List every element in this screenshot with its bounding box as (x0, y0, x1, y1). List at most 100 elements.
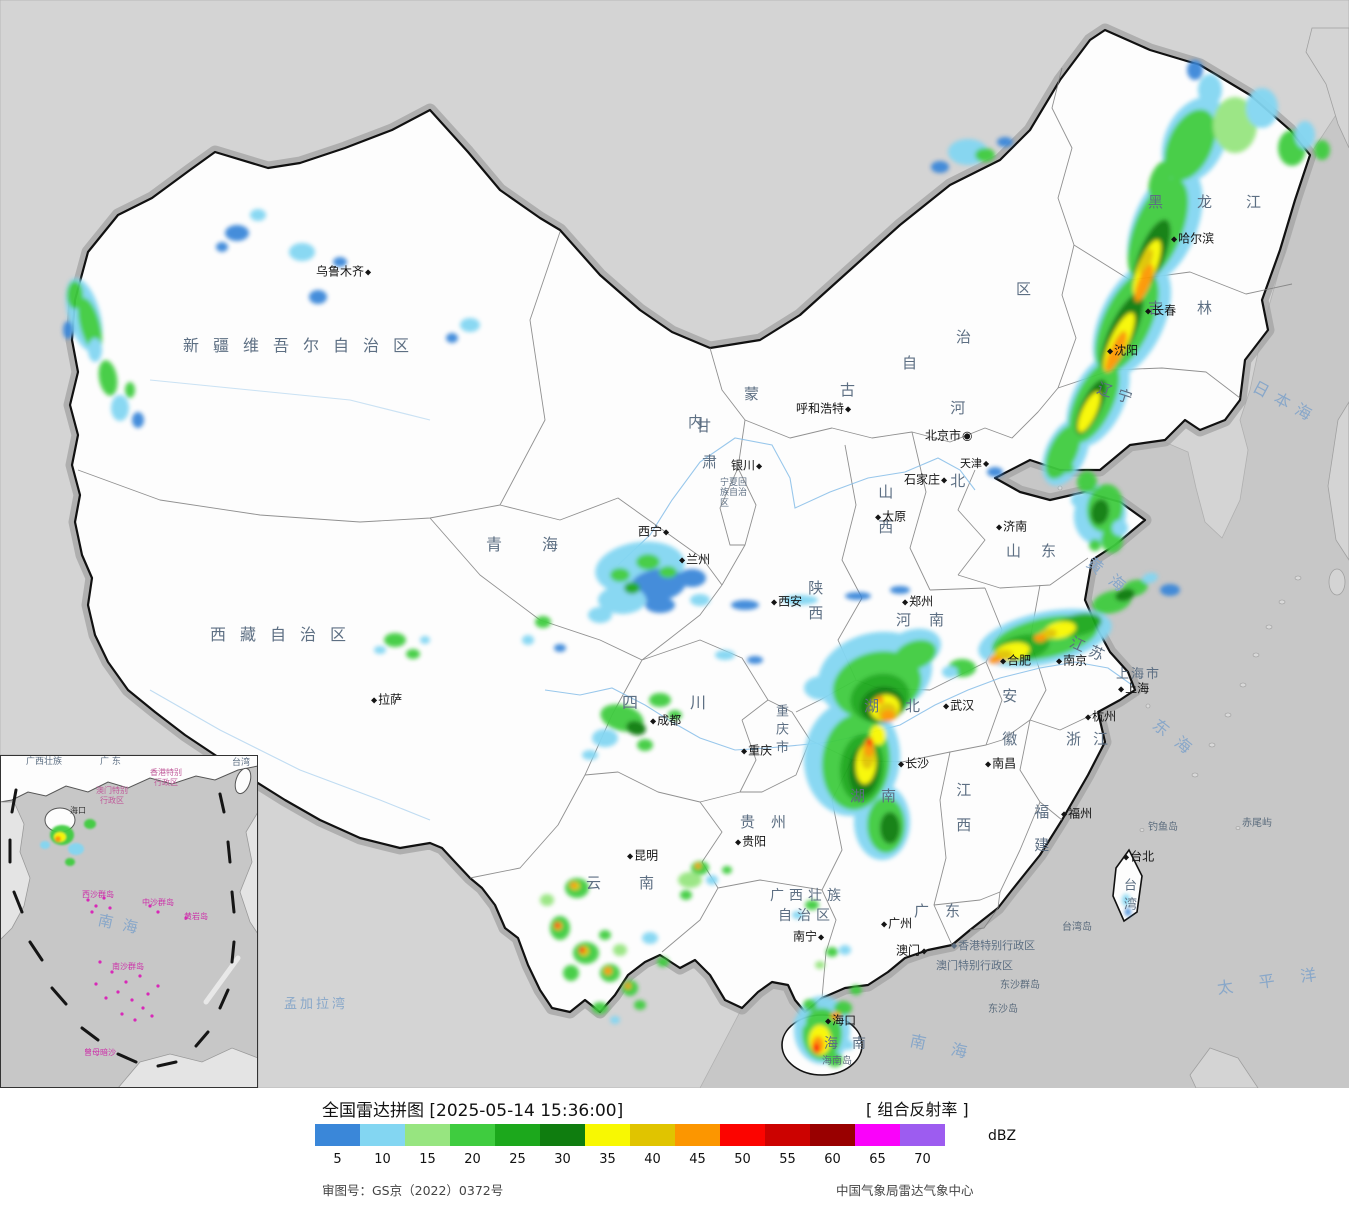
license-number: 审图号：GS京（2022）0372号 (322, 1183, 504, 1198)
radar-cell (522, 635, 534, 645)
radar-cell (893, 639, 937, 671)
radar-cell (563, 965, 579, 981)
radar-cell (659, 566, 677, 578)
radar-cell (1134, 264, 1154, 302)
radar-cell (406, 649, 420, 659)
radar-cell (722, 866, 732, 874)
legend-value: 5 (333, 1152, 342, 1167)
radar-cell (890, 586, 910, 594)
inset-radar-echo-layer (40, 819, 96, 866)
radar-cell (1105, 331, 1127, 373)
legend-step: 10 (360, 1124, 405, 1167)
taiwan-island (1112, 848, 1143, 923)
radar-cell (867, 738, 873, 746)
legend-swatch (855, 1124, 900, 1146)
radar-cell (987, 467, 1003, 477)
legend-value: 35 (599, 1152, 616, 1167)
legend-swatch (630, 1124, 675, 1146)
product-label: [ 组合反射率 ] (866, 1100, 969, 1119)
radar-cell (125, 382, 135, 398)
legend-value: 10 (374, 1152, 391, 1167)
radar-cell (637, 739, 653, 751)
radar-cell (309, 290, 327, 304)
radar-cell (715, 650, 735, 660)
radar-cell (678, 569, 706, 587)
radar-cell (1148, 160, 1172, 200)
radar-cell (384, 633, 406, 647)
radar-cell (333, 257, 347, 267)
radar-cell (111, 395, 129, 421)
radar-cell (67, 281, 83, 309)
credit: 中国气象局雷达气象中心 (836, 1183, 974, 1198)
legend-value: 70 (914, 1152, 931, 1167)
radar-cell (678, 872, 702, 888)
radar-cell (1077, 471, 1097, 493)
radar-cell (804, 676, 840, 700)
legend-step: 50 (720, 1124, 765, 1167)
radar-cell (599, 930, 611, 940)
radar-cell (870, 725, 886, 745)
radar-cell (690, 594, 710, 606)
radar-cell (668, 710, 682, 720)
radar-cell (554, 644, 566, 652)
radar-cell (975, 148, 995, 162)
radar-cell (1139, 248, 1153, 276)
radar-cell (1089, 539, 1101, 551)
legend-value: 55 (779, 1152, 796, 1167)
legend-step: 45 (675, 1124, 720, 1167)
radar-cell (842, 1040, 854, 1050)
radar-cell (374, 646, 386, 654)
legend-step: 15 (405, 1124, 450, 1167)
radar-cell (1295, 121, 1315, 149)
radar-cell (988, 656, 1002, 664)
legend-swatch (315, 1124, 360, 1146)
island-marks (86, 896, 188, 1022)
legend-swatch (405, 1124, 450, 1146)
radar-cell (834, 1001, 852, 1015)
legend-step: 70 (900, 1124, 945, 1167)
radar-cell (1246, 88, 1278, 128)
legend-swatch (810, 1124, 855, 1146)
radar-cell (1034, 634, 1046, 642)
radar-cell (250, 209, 266, 221)
radar-cell (554, 922, 560, 928)
radar-cell (132, 412, 144, 428)
radar-cell (604, 967, 612, 975)
legend-step: 35 (585, 1124, 630, 1167)
ryukyu-islands (1057, 485, 1302, 832)
province-boundaries (77, 67, 1293, 999)
radar-cell (839, 945, 851, 955)
radar-echo-layer (63, 60, 1330, 1067)
radar-cell (792, 911, 804, 919)
legend-swatch (900, 1124, 945, 1146)
legend-swatch (675, 1124, 720, 1146)
radar-cell (706, 875, 718, 885)
legend-step: 5 (315, 1124, 360, 1167)
radar-cell (63, 321, 73, 339)
radar-cell (1112, 520, 1128, 536)
radar-cell (535, 616, 551, 628)
radar-cell (747, 656, 763, 664)
radar-cell (1045, 425, 1081, 479)
radar-cell (610, 568, 630, 582)
legend-swatch (450, 1124, 495, 1146)
legend-step: 40 (630, 1124, 675, 1167)
radar-cell (1115, 588, 1135, 602)
radar-cell (812, 1043, 820, 1053)
philippines-landmass (1189, 1047, 1259, 1088)
radar-cell (84, 819, 96, 829)
radar-cell (540, 894, 554, 906)
radar-cell (794, 1016, 806, 1028)
radar-cell (782, 595, 818, 605)
south-china-sea-inset (0, 755, 258, 1088)
radar-cell (803, 999, 817, 1011)
legend-swatch (765, 1124, 810, 1146)
legend-value: 15 (419, 1152, 436, 1167)
inset-border (0, 755, 258, 1088)
legend-value: 30 (554, 1152, 571, 1167)
radar-cell (1077, 391, 1101, 433)
radar-cell (827, 1053, 843, 1067)
radar-cell (588, 607, 612, 623)
radar-cell (88, 338, 102, 362)
